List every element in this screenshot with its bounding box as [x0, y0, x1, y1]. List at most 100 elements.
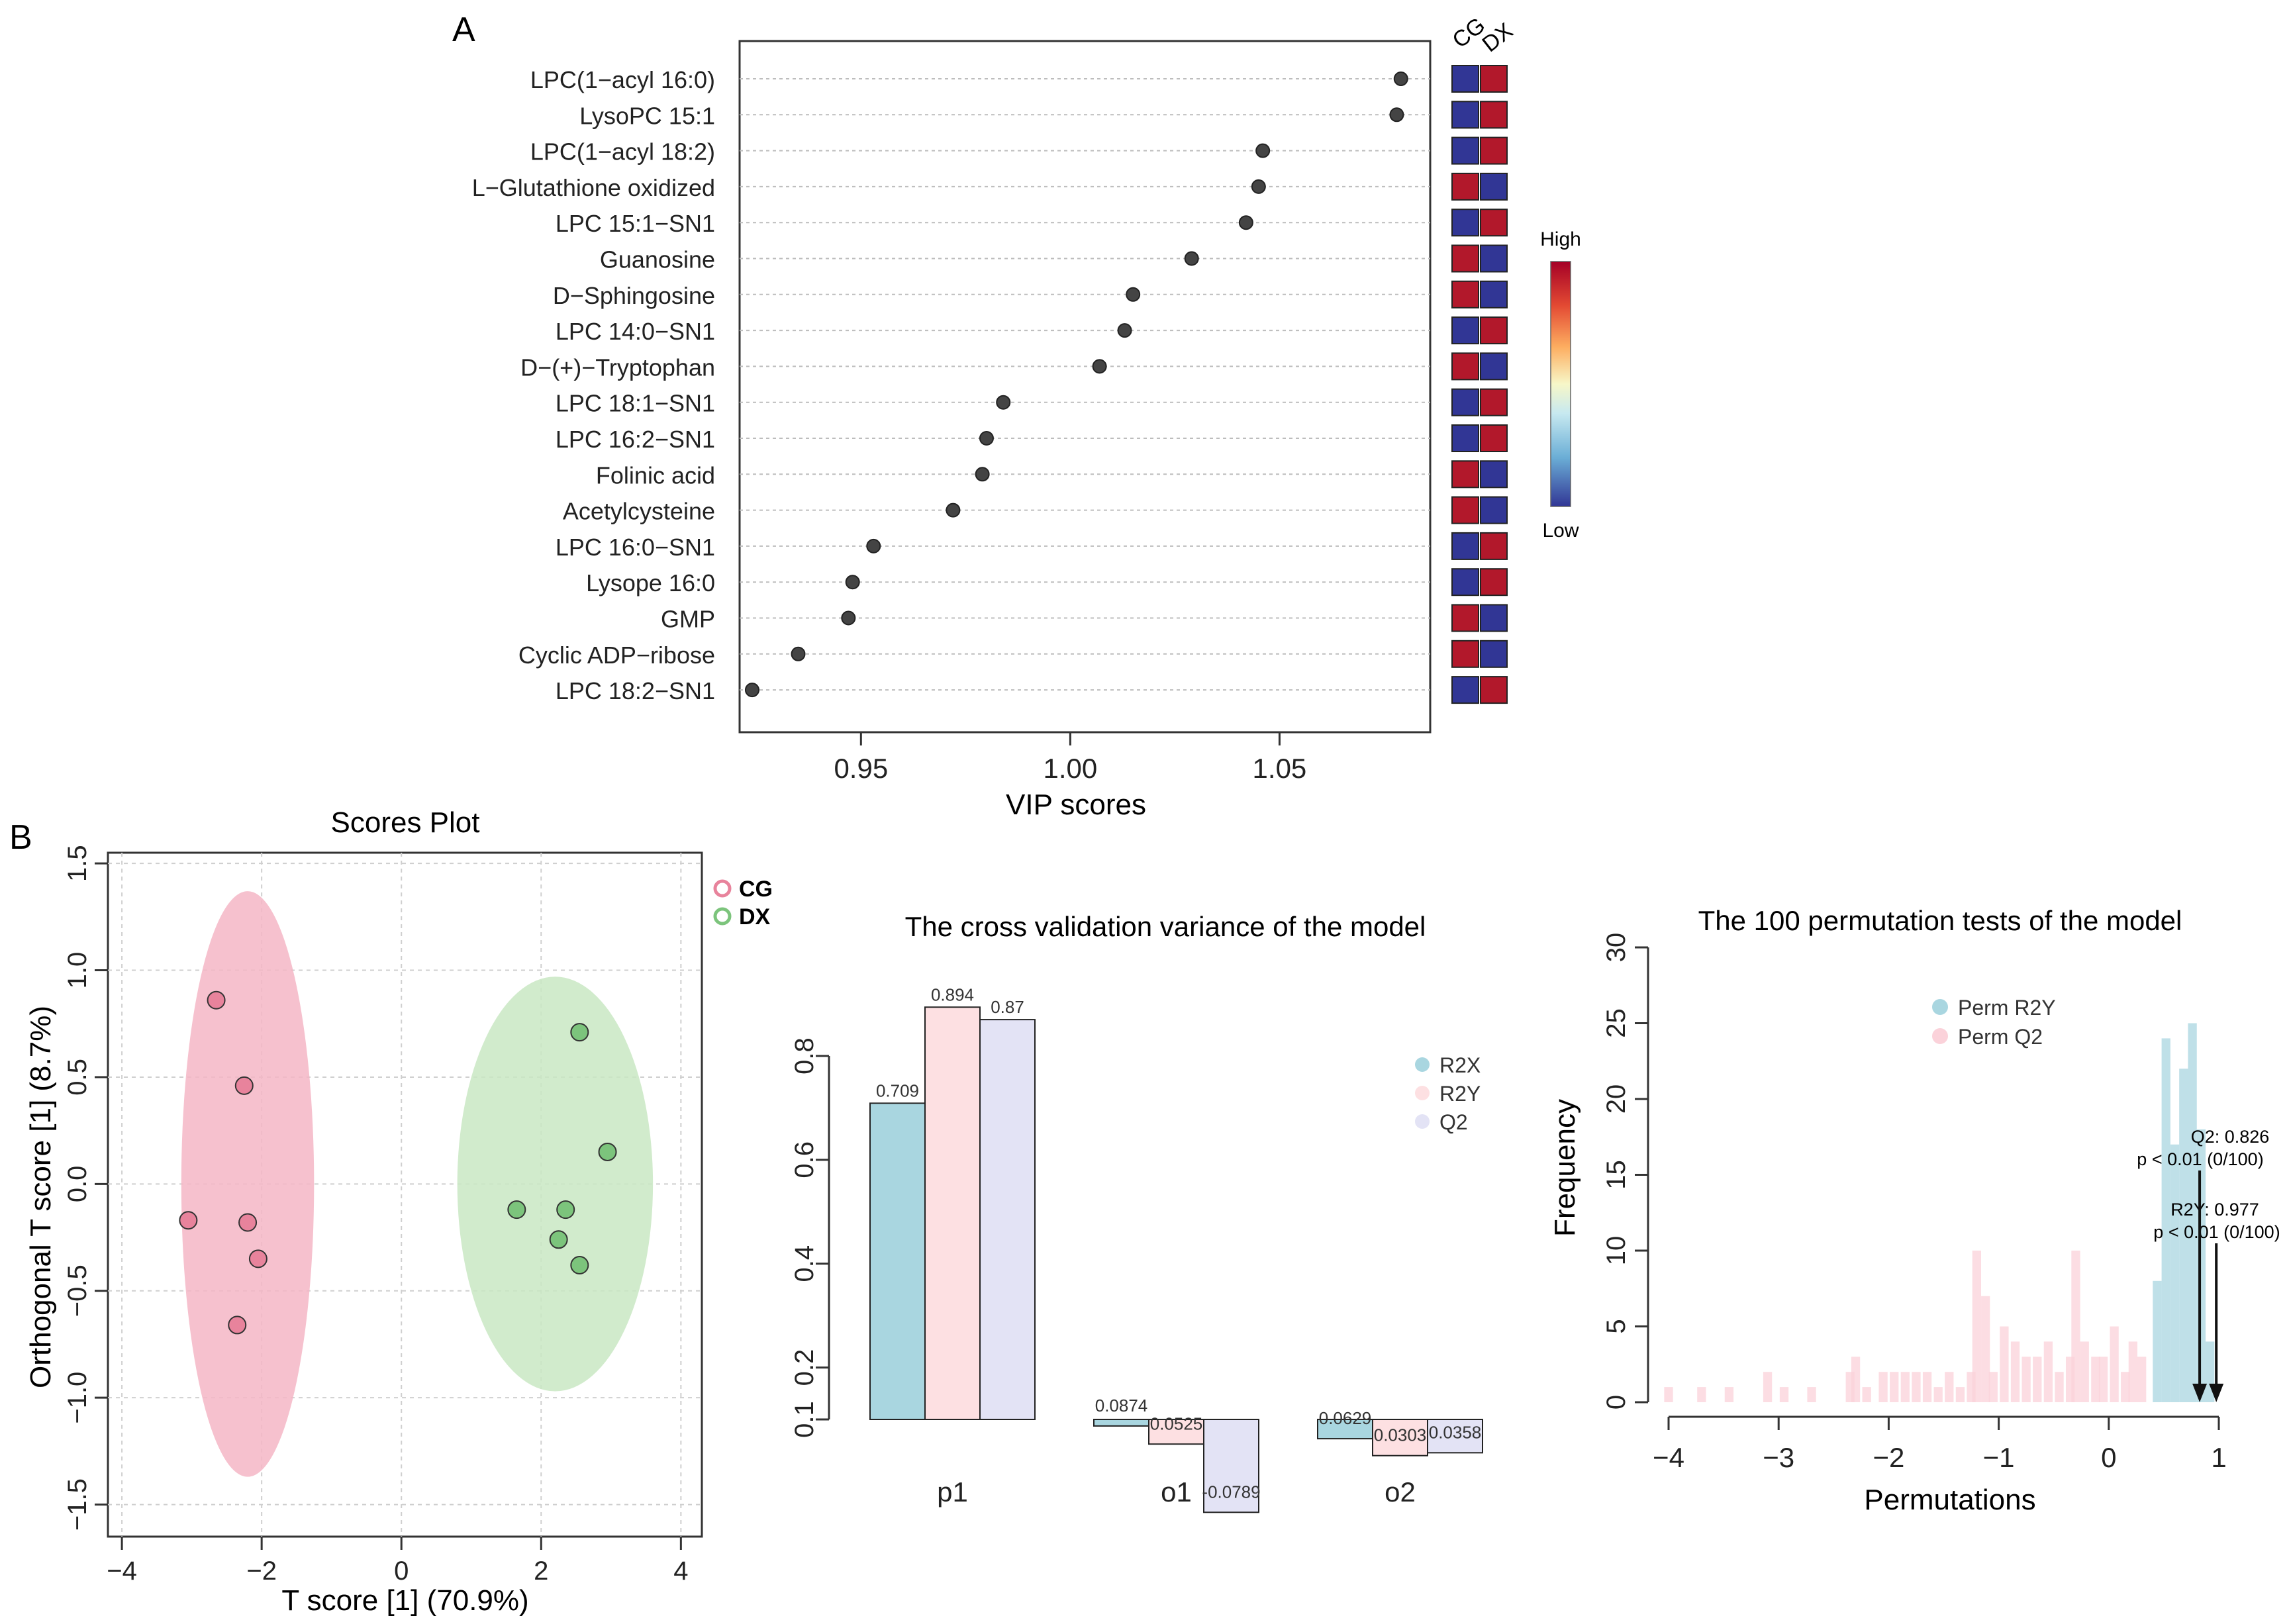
perm-y-tick-label: 20: [1602, 1084, 1631, 1114]
cv-bar-q2: [1203, 1419, 1259, 1513]
perm-q2-bin: [1972, 1251, 1982, 1402]
legend-cg-label: CG: [739, 877, 773, 902]
heatmap-cell-dx: [1480, 316, 1508, 345]
heatmap-cell-dx: [1480, 640, 1508, 668]
vip-point: [1251, 179, 1266, 194]
perm-r2y-bin: [2196, 1129, 2206, 1402]
score-point-dx: [570, 1256, 589, 1275]
vip-x-axis-label: VIP scores: [1006, 788, 1146, 821]
score-point-dx: [598, 1142, 617, 1161]
scores-chart: Scores Plot −4 −2 0 2 4 −1.5 −1.0 −0.5 0.0 0.5 1.0…: [24, 806, 773, 1617]
perm-q2-bin: [1945, 1372, 1954, 1402]
confidence-ellipse-dx: [457, 977, 654, 1392]
legend-dx-label: DX: [739, 904, 771, 930]
heatmap-cell-cg: [1451, 424, 1479, 452]
vip-metabolite-label: LPC 14:0−SN1: [556, 318, 715, 345]
heatmap-cell-dx: [1480, 136, 1508, 165]
perm-q2-bin: [1807, 1387, 1816, 1402]
heatmap-cell-cg: [1451, 65, 1479, 93]
perm-q2-bin: [1922, 1372, 1932, 1402]
vip-metabolite-label: Folinic acid: [596, 461, 715, 489]
legend-r2y-marker: [1415, 1086, 1430, 1100]
vip-point: [975, 467, 990, 482]
cv-category-label: p1: [937, 1476, 968, 1507]
vip-metabolite-label: Cyclic ADP−ribose: [518, 642, 715, 669]
perm-q2-bin: [2080, 1341, 2089, 1402]
perm-q2-bin: [1779, 1387, 1789, 1402]
perm-y-tick-label: 25: [1602, 1008, 1631, 1038]
perm-r2y-bin: [2153, 1280, 2162, 1402]
scores-y-tick-label: 1.0: [63, 952, 92, 989]
score-point-dx: [556, 1200, 575, 1219]
cv-legend: R2X R2Y Q2: [1415, 1053, 1481, 1134]
perm-q2-bin: [1988, 1372, 1998, 1402]
vip-metabolite-label: LPC(1−acyl 16:0): [530, 66, 715, 93]
perm-q2-bin: [2098, 1357, 2108, 1402]
heatmap-cell-cg: [1451, 244, 1479, 273]
perm-q2-bin: [1933, 1387, 1943, 1402]
perm-q2-bin: [2110, 1326, 2119, 1402]
vip-x-tick-label: 1.00: [1044, 753, 1098, 784]
heatmap-cell-dx: [1480, 209, 1508, 237]
vip-point: [1184, 251, 1199, 266]
perm-q2-bin: [2137, 1357, 2147, 1402]
vip-point: [1255, 143, 1271, 158]
cv-y-tick-label: 0.6: [790, 1141, 819, 1178]
cv-bar-value-label: 0.0303: [1374, 1425, 1427, 1445]
cv-bar-value-label: 0.87: [991, 997, 1024, 1017]
vip-point: [946, 502, 961, 518]
vip-point: [1126, 287, 1141, 302]
heatmap-cell-cg: [1451, 136, 1479, 165]
perm-q2-bin: [1900, 1372, 1910, 1402]
vip-metabolite-label: D−Sphingosine: [553, 282, 715, 309]
perm-q2-bin: [2121, 1372, 2130, 1402]
perm-q2-bin: [1664, 1387, 1673, 1402]
heatmap-cell-dx: [1480, 65, 1508, 93]
perm-y-tick-label: 0: [1602, 1395, 1631, 1409]
legend-cg-marker: [713, 879, 732, 898]
vip-metabolite-label: LPC 18:2−SN1: [556, 677, 715, 704]
cv-bar-r2y: [1372, 1419, 1428, 1457]
perm-q2-bin: [1851, 1357, 1861, 1402]
perm-y-tick-label: 5: [1602, 1319, 1631, 1333]
perm-y-tick-label: 15: [1602, 1160, 1631, 1190]
vip-metabolite-label: L−Glutathione oxidized: [472, 174, 715, 201]
perm-q2-bin: [1955, 1387, 1965, 1402]
heatmap-cell-cg: [1451, 172, 1479, 201]
heatmap-cell-dx: [1480, 676, 1508, 704]
scores-y-tick-label: −1.0: [63, 1372, 92, 1424]
r2y-stat-arrow-head: [2209, 1384, 2224, 1402]
vip-point: [845, 575, 860, 590]
perm-legend: Perm R2Y Perm Q2: [1932, 996, 2056, 1049]
perm-q2-bin: [2010, 1341, 2020, 1402]
heatmap-cell-cg: [1451, 209, 1479, 237]
vip-point: [841, 610, 856, 626]
heatmap-cell-cg: [1451, 568, 1479, 597]
heatmap-cell-cg: [1451, 640, 1479, 668]
perm-r2y-bin: [2170, 1144, 2180, 1402]
cv-bar-value-label: 0.709: [876, 1080, 919, 1100]
heatmap-cell-dx: [1480, 568, 1508, 597]
perm-q2-bin: [1890, 1372, 1899, 1402]
vip-x-tick-label: 0.95: [834, 753, 888, 784]
scores-title: Scores Plot: [331, 806, 480, 839]
heatmap-cell-cg: [1451, 352, 1479, 381]
legend-r2y-label: R2Y: [1439, 1082, 1481, 1106]
perm-q2-bin: [2043, 1341, 2053, 1402]
heatmap-cell-cg: [1451, 316, 1479, 345]
vip-metabolite-label: LysoPC 15:1: [579, 102, 715, 129]
vip-point: [1238, 215, 1253, 230]
r2y-pvalue-label: p < 0.01 (0/100): [2153, 1222, 2280, 1242]
heatmap-cell-dx: [1480, 604, 1508, 632]
perm-q2-bin: [1912, 1372, 1921, 1402]
q2-stat-arrow-head: [2192, 1384, 2208, 1402]
vip-metabolite-label: LPC 15:1−SN1: [556, 210, 715, 237]
cv-bar-value-label: 0.894: [931, 984, 974, 1004]
vip-metabolite-label: LPC 16:0−SN1: [556, 534, 715, 561]
scores-x-tick-label: 4: [673, 1556, 688, 1586]
score-point-dx: [570, 1023, 589, 1042]
colorbar-gradient: [1550, 261, 1571, 507]
perm-q2-bin: [1763, 1372, 1773, 1402]
heatmap-cell-dx: [1480, 388, 1508, 416]
